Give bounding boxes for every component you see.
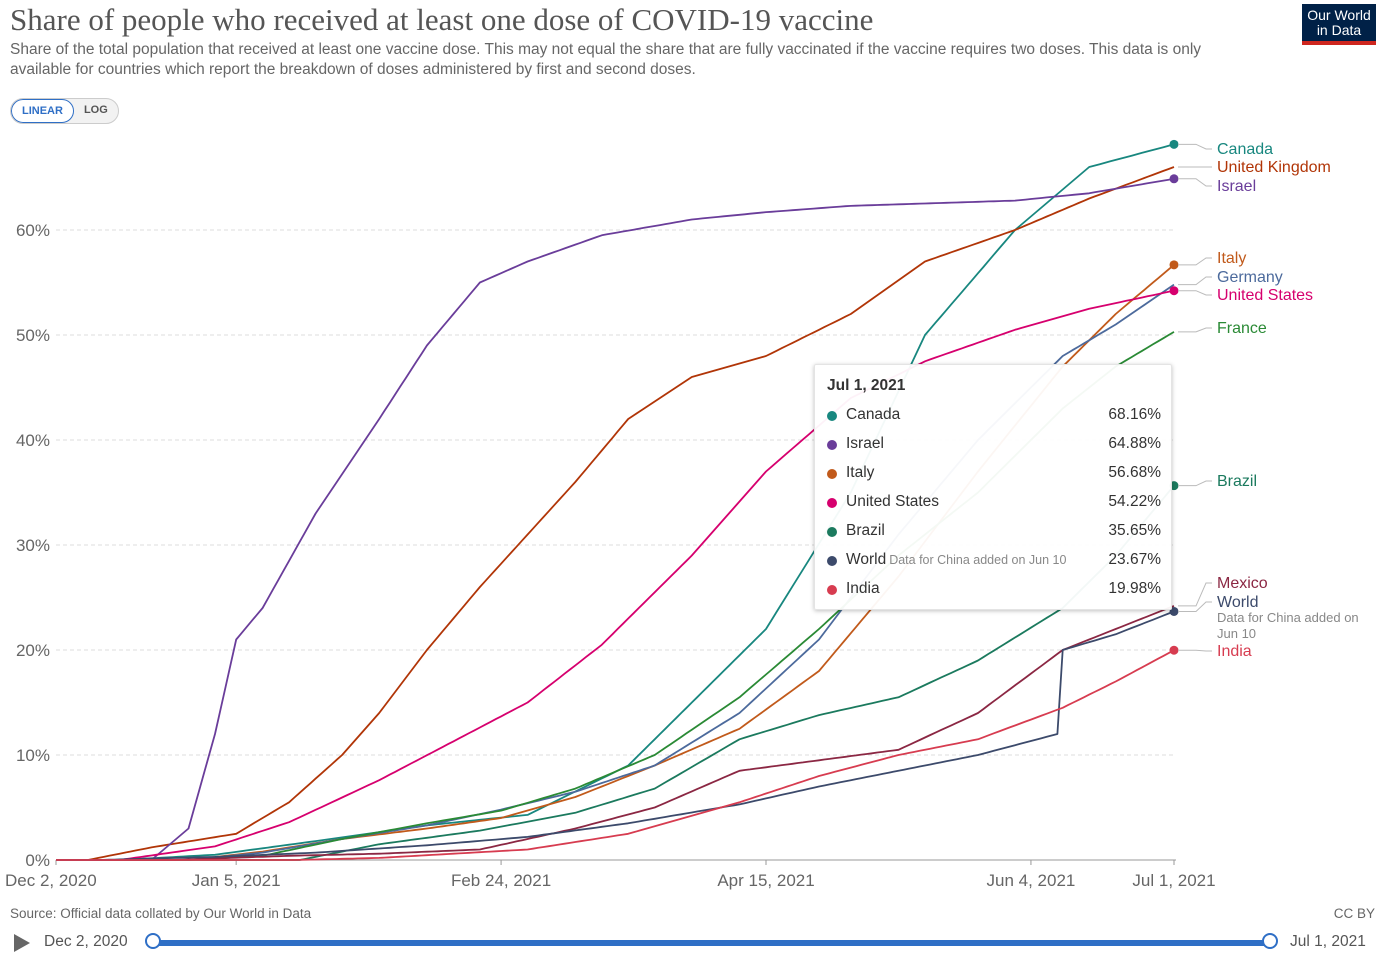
tooltip-series-name: Israel bbox=[846, 435, 884, 452]
label-leader-line bbox=[1178, 480, 1212, 487]
tooltip-series-note: Data for China added on Jun 10 bbox=[889, 553, 1067, 567]
timeline-start-label: Dec 2, 2020 bbox=[44, 933, 128, 950]
label-leader-line bbox=[1178, 290, 1212, 296]
scale-toggle[interactable]: LINEAR LOG bbox=[10, 98, 119, 124]
label-leader-line bbox=[1178, 257, 1212, 266]
series-end-label[interactable]: United Kingdom bbox=[1217, 159, 1331, 176]
series-line-israel[interactable] bbox=[56, 177, 1175, 861]
tooltip-series-name: Canada bbox=[846, 406, 901, 423]
tooltip-row: Israel 64.88% bbox=[827, 434, 1161, 456]
series-end-dot-united-states[interactable] bbox=[1169, 286, 1179, 296]
series-end-label[interactable]: Israel bbox=[1217, 178, 1256, 195]
x-tick-label: Dec 2, 2020 bbox=[5, 871, 97, 890]
x-tick-label: Jan 5, 2021 bbox=[192, 871, 281, 890]
label-leader-line bbox=[1178, 601, 1212, 612]
play-icon[interactable] bbox=[14, 934, 30, 952]
owid-logo[interactable]: Our World in Data bbox=[1302, 4, 1376, 45]
series-end-label[interactable]: Brazil bbox=[1217, 473, 1257, 490]
series-line-world[interactable] bbox=[56, 610, 1175, 861]
series-end-label[interactable]: Jun 10 bbox=[1217, 626, 1256, 641]
tooltip-series-value: 64.88% bbox=[1108, 435, 1161, 452]
legend-dot-icon bbox=[827, 411, 837, 421]
x-tick-label: Apr 15, 2021 bbox=[717, 871, 814, 890]
tooltip-series-value: 54.22% bbox=[1108, 493, 1161, 510]
logo-line-1: Our World bbox=[1307, 7, 1371, 23]
y-tick-label: 30% bbox=[16, 536, 50, 555]
x-tick-label: Feb 24, 2021 bbox=[451, 871, 551, 890]
legend-dot-icon bbox=[827, 585, 837, 595]
series-line-canada[interactable] bbox=[56, 143, 1175, 861]
series-line-united-kingdom[interactable] bbox=[56, 166, 1175, 861]
tooltip-row: Italy 56.68% bbox=[827, 463, 1161, 485]
hover-tooltip: Jul 1, 2021 Canada 68.16% Israel 64.88% Ital… bbox=[814, 364, 1172, 610]
legend-dot-icon bbox=[827, 527, 837, 537]
series-end-dot-canada[interactable] bbox=[1169, 139, 1179, 149]
series-end-label[interactable]: Mexico bbox=[1217, 575, 1268, 592]
tooltip-series-value: 19.98% bbox=[1108, 580, 1161, 597]
logo-line-2: in Data bbox=[1316, 22, 1362, 38]
series-end-label[interactable]: World bbox=[1217, 594, 1259, 611]
series-line-united-states[interactable] bbox=[56, 289, 1175, 861]
series-end-dot-india[interactable] bbox=[1169, 645, 1179, 655]
linear-scale-button[interactable]: LINEAR bbox=[11, 99, 74, 123]
chart-title: Share of people who received at least on… bbox=[10, 2, 874, 37]
source-note: Source: Official data collated by Our Wo… bbox=[10, 906, 312, 921]
line-chart[interactable]: 0% 10% 20% 30% 40% 50% 60% Dec 2, 2020 Jan 5, 20… bbox=[0, 130, 1381, 900]
tooltip-row: United States 54.22% bbox=[827, 492, 1161, 514]
series-end-label[interactable]: India bbox=[1217, 643, 1252, 660]
tooltip-series-name: World Data for China added on Jun 10 bbox=[846, 551, 1067, 568]
label-leader-line bbox=[1178, 649, 1212, 652]
y-tick-label: 10% bbox=[16, 746, 50, 765]
legend-dot-icon bbox=[827, 498, 837, 508]
series-end-label[interactable]: Italy bbox=[1217, 250, 1246, 267]
series-end-label[interactable]: Data for China added on bbox=[1217, 610, 1359, 625]
timeline-end-handle[interactable] bbox=[1262, 933, 1278, 949]
timeline-start-handle[interactable] bbox=[145, 933, 161, 949]
series-end-dot-israel[interactable] bbox=[1169, 174, 1179, 184]
log-scale-button[interactable]: LOG bbox=[83, 104, 108, 116]
label-leader-line bbox=[1178, 143, 1212, 150]
tooltip-row: World Data for China added on Jun 10 23.67… bbox=[827, 550, 1161, 572]
y-tick-label: 50% bbox=[16, 326, 50, 345]
tooltip-row: Canada 68.16% bbox=[827, 405, 1161, 427]
series-end-dot-italy[interactable] bbox=[1169, 260, 1179, 270]
series-line-india[interactable] bbox=[56, 649, 1175, 861]
tooltip-series-name: Italy bbox=[846, 464, 875, 481]
license-link[interactable]: CC BY bbox=[1333, 906, 1375, 921]
series-end-label[interactable]: France bbox=[1217, 320, 1267, 337]
series-end-dot-world[interactable] bbox=[1169, 606, 1179, 616]
tooltip-series-value: 35.65% bbox=[1108, 522, 1161, 539]
legend-dot-icon bbox=[827, 556, 837, 566]
series-end-label[interactable]: United States bbox=[1217, 287, 1313, 304]
tooltip-row: India 19.98% bbox=[827, 579, 1161, 601]
tooltip-series-value: 23.67% bbox=[1108, 551, 1161, 568]
y-tick-label: 20% bbox=[16, 641, 50, 660]
tooltip-row: Brazil 35.65% bbox=[827, 521, 1161, 543]
x-tick-label: Jul 1, 2021 bbox=[1132, 871, 1215, 890]
tooltip-series-value: 56.68% bbox=[1108, 464, 1161, 481]
legend-dot-icon bbox=[827, 469, 837, 479]
timeline-slider[interactable]: Dec 2, 2020 Jul 1, 2021 bbox=[0, 926, 1381, 957]
timeline-track[interactable] bbox=[152, 940, 1270, 946]
timeline-end-label: Jul 1, 2021 bbox=[1290, 933, 1366, 950]
chart-subtitle: Share of the total population that recei… bbox=[10, 41, 1202, 78]
series-line-brazil[interactable] bbox=[56, 485, 1175, 861]
tooltip-series-name: Brazil bbox=[846, 522, 885, 539]
y-tick-label: 0% bbox=[25, 851, 50, 870]
label-leader-line bbox=[1178, 178, 1212, 187]
series-end-label[interactable]: Canada bbox=[1217, 141, 1273, 158]
series-line-mexico[interactable] bbox=[56, 605, 1175, 861]
y-tick-label: 60% bbox=[16, 221, 50, 240]
label-leader-line bbox=[1178, 276, 1212, 286]
label-leader-line bbox=[1178, 582, 1212, 607]
series-end-label[interactable]: Germany bbox=[1217, 269, 1283, 286]
tooltip-series-name: India bbox=[846, 580, 880, 597]
tooltip-series-name: United States bbox=[846, 493, 940, 510]
tooltip-date: Jul 1, 2021 bbox=[827, 377, 906, 394]
label-leader-line bbox=[1178, 327, 1212, 333]
x-tick-label: Jun 4, 2021 bbox=[987, 871, 1076, 890]
tooltip-series-value: 68.16% bbox=[1108, 406, 1161, 423]
legend-dot-icon bbox=[827, 440, 837, 450]
y-tick-label: 40% bbox=[16, 431, 50, 450]
